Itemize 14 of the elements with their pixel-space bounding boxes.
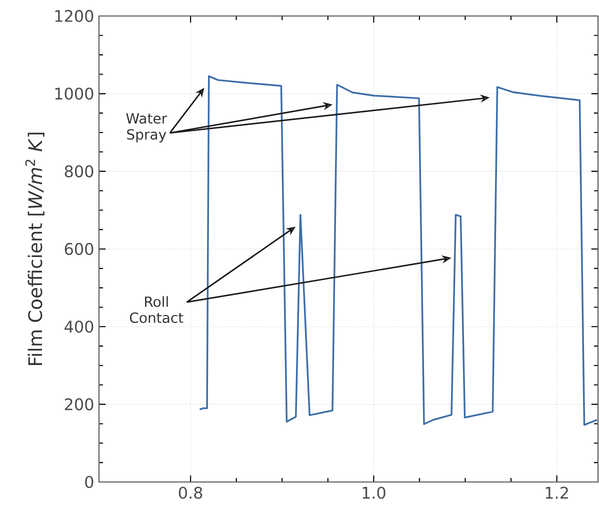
x-tick-label: 1.2	[546, 486, 568, 499]
y-tick-label: 1000	[55, 88, 94, 100]
y-tick-label: 0	[85, 476, 94, 488]
line-series	[198, 75, 598, 426]
y-axis-title: Film Coefficient [W/m$^{2}$ K]	[25, 132, 44, 366]
annotation: Water Spray	[126, 113, 168, 142]
y-tick-label: 200	[64, 398, 94, 410]
x-tick-label: 1.0	[362, 486, 386, 499]
y-tick-label: 400	[64, 320, 94, 333]
y-tick-label: 800	[64, 165, 94, 178]
x-tick-label: 0.8	[178, 486, 202, 499]
y-tick-label: 600	[64, 242, 94, 256]
y-tick-label: 1200	[55, 10, 94, 22]
annotation: Roll Contact	[130, 296, 184, 323]
